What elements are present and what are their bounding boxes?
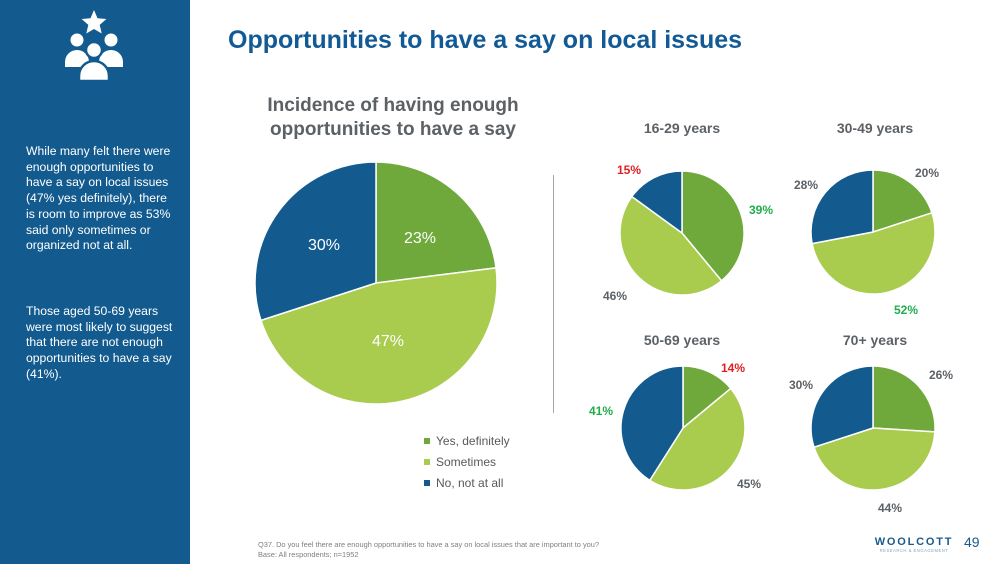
data-label-no-not-at-all: 15%	[617, 163, 641, 177]
pie-slice-yes-definitely	[681, 170, 745, 282]
sidebar: While many felt there were enough opport…	[0, 0, 190, 564]
pie-slice-sometimes	[648, 387, 746, 491]
pie-slice-yes-definitely	[375, 161, 497, 284]
age-group-title-16-29: 16-29 years	[643, 120, 721, 136]
data-label-sometimes: 52%	[894, 303, 918, 317]
legend-label-no: No, not at all	[436, 475, 504, 490]
footnote-question: Q37. Do you feel there are enough opport…	[258, 540, 600, 549]
data-label-sometimes: 47%	[372, 333, 404, 350]
pie-slice-sometimes	[813, 427, 936, 491]
pie-slice-sometimes	[811, 211, 936, 295]
data-label-sometimes: 46%	[603, 289, 627, 303]
legend-label-sometimes: Sometimes	[436, 454, 497, 469]
chart-legend: Yes, definitely Sometimes No, not at all	[424, 430, 510, 493]
pie-slice-yes-definitely	[872, 365, 936, 433]
footnote-base: Base: All respondents; n=1952	[258, 549, 359, 559]
data-label-yes-definitely: 20%	[915, 166, 939, 180]
age-group-title-70-plus: 70+ years	[842, 332, 908, 348]
data-label-no-not-at-all: 28%	[794, 178, 818, 192]
legend-label-yes: Yes, definitely	[436, 433, 510, 448]
age-insight-paragraph: Those aged 50-69 years were most likely …	[26, 304, 173, 381]
footnote: Q37. Do you feel there are enough opport…	[258, 540, 599, 559]
age-group-title-50-69: 50-69 years	[643, 332, 721, 348]
data-label-yes-definitely: 23%	[404, 230, 436, 247]
brand-logo: WOOLCOTT RESEARCH & ENGAGEMENT	[866, 536, 962, 554]
legend-swatch-sometimes	[424, 458, 430, 465]
legend-item-no: No, not at all	[424, 472, 510, 493]
pie-slice-no-not-at-all	[254, 161, 377, 322]
community-star-icon	[65, 10, 123, 83]
pie-slice-no-not-at-all	[620, 365, 684, 482]
data-label-no-not-at-all: 30%	[789, 378, 813, 392]
data-label-yes-definitely: 14%	[721, 361, 745, 375]
data-label-yes-definitely: 26%	[929, 368, 953, 382]
brand-tagline: RESEARCH & ENGAGEMENT	[879, 548, 949, 553]
data-label-no-not-at-all: 41%	[589, 404, 613, 418]
pie-slice-no-not-at-all	[810, 365, 874, 449]
main-chart-title: Incidence of having enough opportunities…	[267, 95, 519, 140]
brand-name: WOOLCOTT	[874, 536, 954, 548]
data-label-yes-definitely: 39%	[749, 203, 773, 217]
pie-slice-yes-definitely	[872, 169, 933, 234]
page-title: Opportunities to have a say on local iss…	[228, 26, 743, 54]
pie-slice-sometimes	[619, 195, 723, 296]
legend-swatch-yes	[424, 437, 430, 444]
pie-slice-no-not-at-all	[630, 170, 683, 235]
summary-paragraph: While many felt there were enough opport…	[26, 144, 171, 253]
pie-slice-yes-definitely	[682, 365, 732, 430]
legend-swatch-no	[424, 479, 430, 486]
chart-divider	[553, 175, 554, 413]
page-number: 49	[964, 534, 980, 550]
data-label-sometimes: 44%	[878, 501, 902, 515]
data-label-sometimes: 45%	[737, 477, 761, 491]
legend-item-sometimes: Sometimes	[424, 451, 510, 472]
pie-slice-no-not-at-all	[810, 169, 874, 245]
age-group-title-30-49: 30-49 years	[836, 120, 914, 136]
legend-item-yes: Yes, definitely	[424, 430, 510, 451]
data-label-no-not-at-all: 30%	[308, 237, 340, 254]
